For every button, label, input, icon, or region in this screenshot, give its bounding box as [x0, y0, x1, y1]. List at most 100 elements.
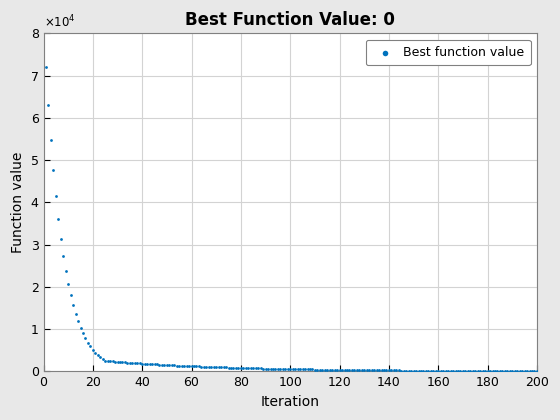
Best function value: [98, 356, 107, 362]
Best function value: [236, 365, 245, 371]
Best function value: [488, 368, 497, 374]
Best function value: [125, 360, 134, 366]
Best function value: [372, 367, 381, 374]
Best function value: [328, 366, 337, 373]
Best function value: [66, 292, 75, 299]
Best function value: [389, 367, 398, 374]
Best function value: [288, 366, 297, 373]
Best function value: [380, 367, 389, 374]
Best function value: [480, 368, 489, 374]
Best function value: [355, 367, 364, 373]
Legend: Best function value: Best function value: [366, 40, 531, 65]
Best function value: [444, 368, 452, 374]
Best function value: [367, 367, 376, 374]
Best function value: [466, 368, 475, 374]
Best function value: [375, 367, 384, 374]
Best function value: [510, 368, 519, 375]
Best function value: [471, 368, 480, 374]
Best function value: [244, 365, 253, 372]
Best function value: [291, 366, 300, 373]
Best function value: [103, 358, 112, 365]
Best function value: [357, 367, 366, 373]
Best function value: [496, 368, 505, 374]
Best function value: [281, 366, 290, 373]
Best function value: [330, 367, 339, 373]
Best function value: [49, 166, 58, 173]
Best function value: [78, 330, 87, 337]
Best function value: [106, 358, 115, 365]
Best function value: [325, 366, 334, 373]
Best function value: [434, 368, 443, 374]
Best function value: [140, 360, 149, 367]
Best function value: [259, 365, 268, 372]
Best function value: [212, 364, 221, 370]
Best function value: [414, 367, 423, 374]
Best function value: [454, 368, 463, 374]
Best function value: [468, 368, 477, 374]
Best function value: [204, 364, 213, 370]
Best function value: [261, 365, 270, 372]
Best function value: [283, 366, 292, 373]
Best function value: [498, 368, 507, 374]
Best function value: [59, 252, 68, 259]
Best function value: [412, 367, 421, 374]
Best function value: [407, 367, 416, 374]
Best function value: [409, 367, 418, 374]
Title: Best Function Value: 0: Best Function Value: 0: [185, 11, 395, 29]
Best function value: [162, 362, 171, 368]
Best function value: [189, 363, 198, 370]
Best function value: [145, 361, 154, 368]
Best function value: [276, 365, 285, 372]
Best function value: [110, 358, 119, 365]
Best function value: [338, 367, 347, 373]
Best function value: [113, 359, 122, 365]
Best function value: [438, 368, 447, 374]
Best function value: [431, 368, 440, 374]
Best function value: [397, 367, 406, 374]
Best function value: [219, 364, 228, 371]
Best function value: [320, 366, 329, 373]
Best function value: [449, 368, 458, 374]
Best function value: [273, 365, 282, 372]
Best function value: [486, 368, 494, 374]
Best function value: [365, 367, 374, 373]
Best function value: [202, 363, 211, 370]
Best function value: [513, 368, 522, 375]
Best function value: [306, 366, 315, 373]
Best function value: [347, 367, 356, 373]
Best function value: [187, 363, 196, 370]
Best function value: [426, 368, 435, 374]
Best function value: [91, 349, 100, 356]
Best function value: [360, 367, 368, 373]
Best function value: [194, 363, 203, 370]
Best function value: [61, 268, 70, 274]
Best function value: [483, 368, 492, 374]
Best function value: [175, 362, 184, 369]
Best function value: [76, 324, 85, 331]
Best function value: [52, 192, 60, 199]
Best function value: [478, 368, 487, 374]
Best function value: [473, 368, 482, 374]
Best function value: [86, 343, 95, 350]
Best function value: [493, 368, 502, 374]
Best function value: [167, 362, 176, 369]
Best function value: [501, 368, 510, 374]
Best function value: [231, 365, 240, 371]
Y-axis label: Function value: Function value: [11, 152, 25, 253]
Best function value: [308, 366, 317, 373]
Best function value: [182, 362, 191, 369]
Best function value: [315, 366, 324, 373]
Best function value: [177, 362, 186, 369]
Best function value: [143, 360, 152, 367]
Best function value: [296, 366, 305, 373]
Best function value: [402, 367, 410, 374]
Best function value: [41, 64, 50, 71]
Best function value: [155, 361, 164, 368]
Best function value: [69, 302, 78, 308]
Best function value: [71, 310, 80, 317]
Best function value: [254, 365, 263, 372]
Best function value: [239, 365, 248, 371]
Best function value: [461, 368, 470, 374]
Text: $\times10^4$: $\times10^4$: [44, 13, 75, 30]
Best function value: [207, 364, 216, 370]
